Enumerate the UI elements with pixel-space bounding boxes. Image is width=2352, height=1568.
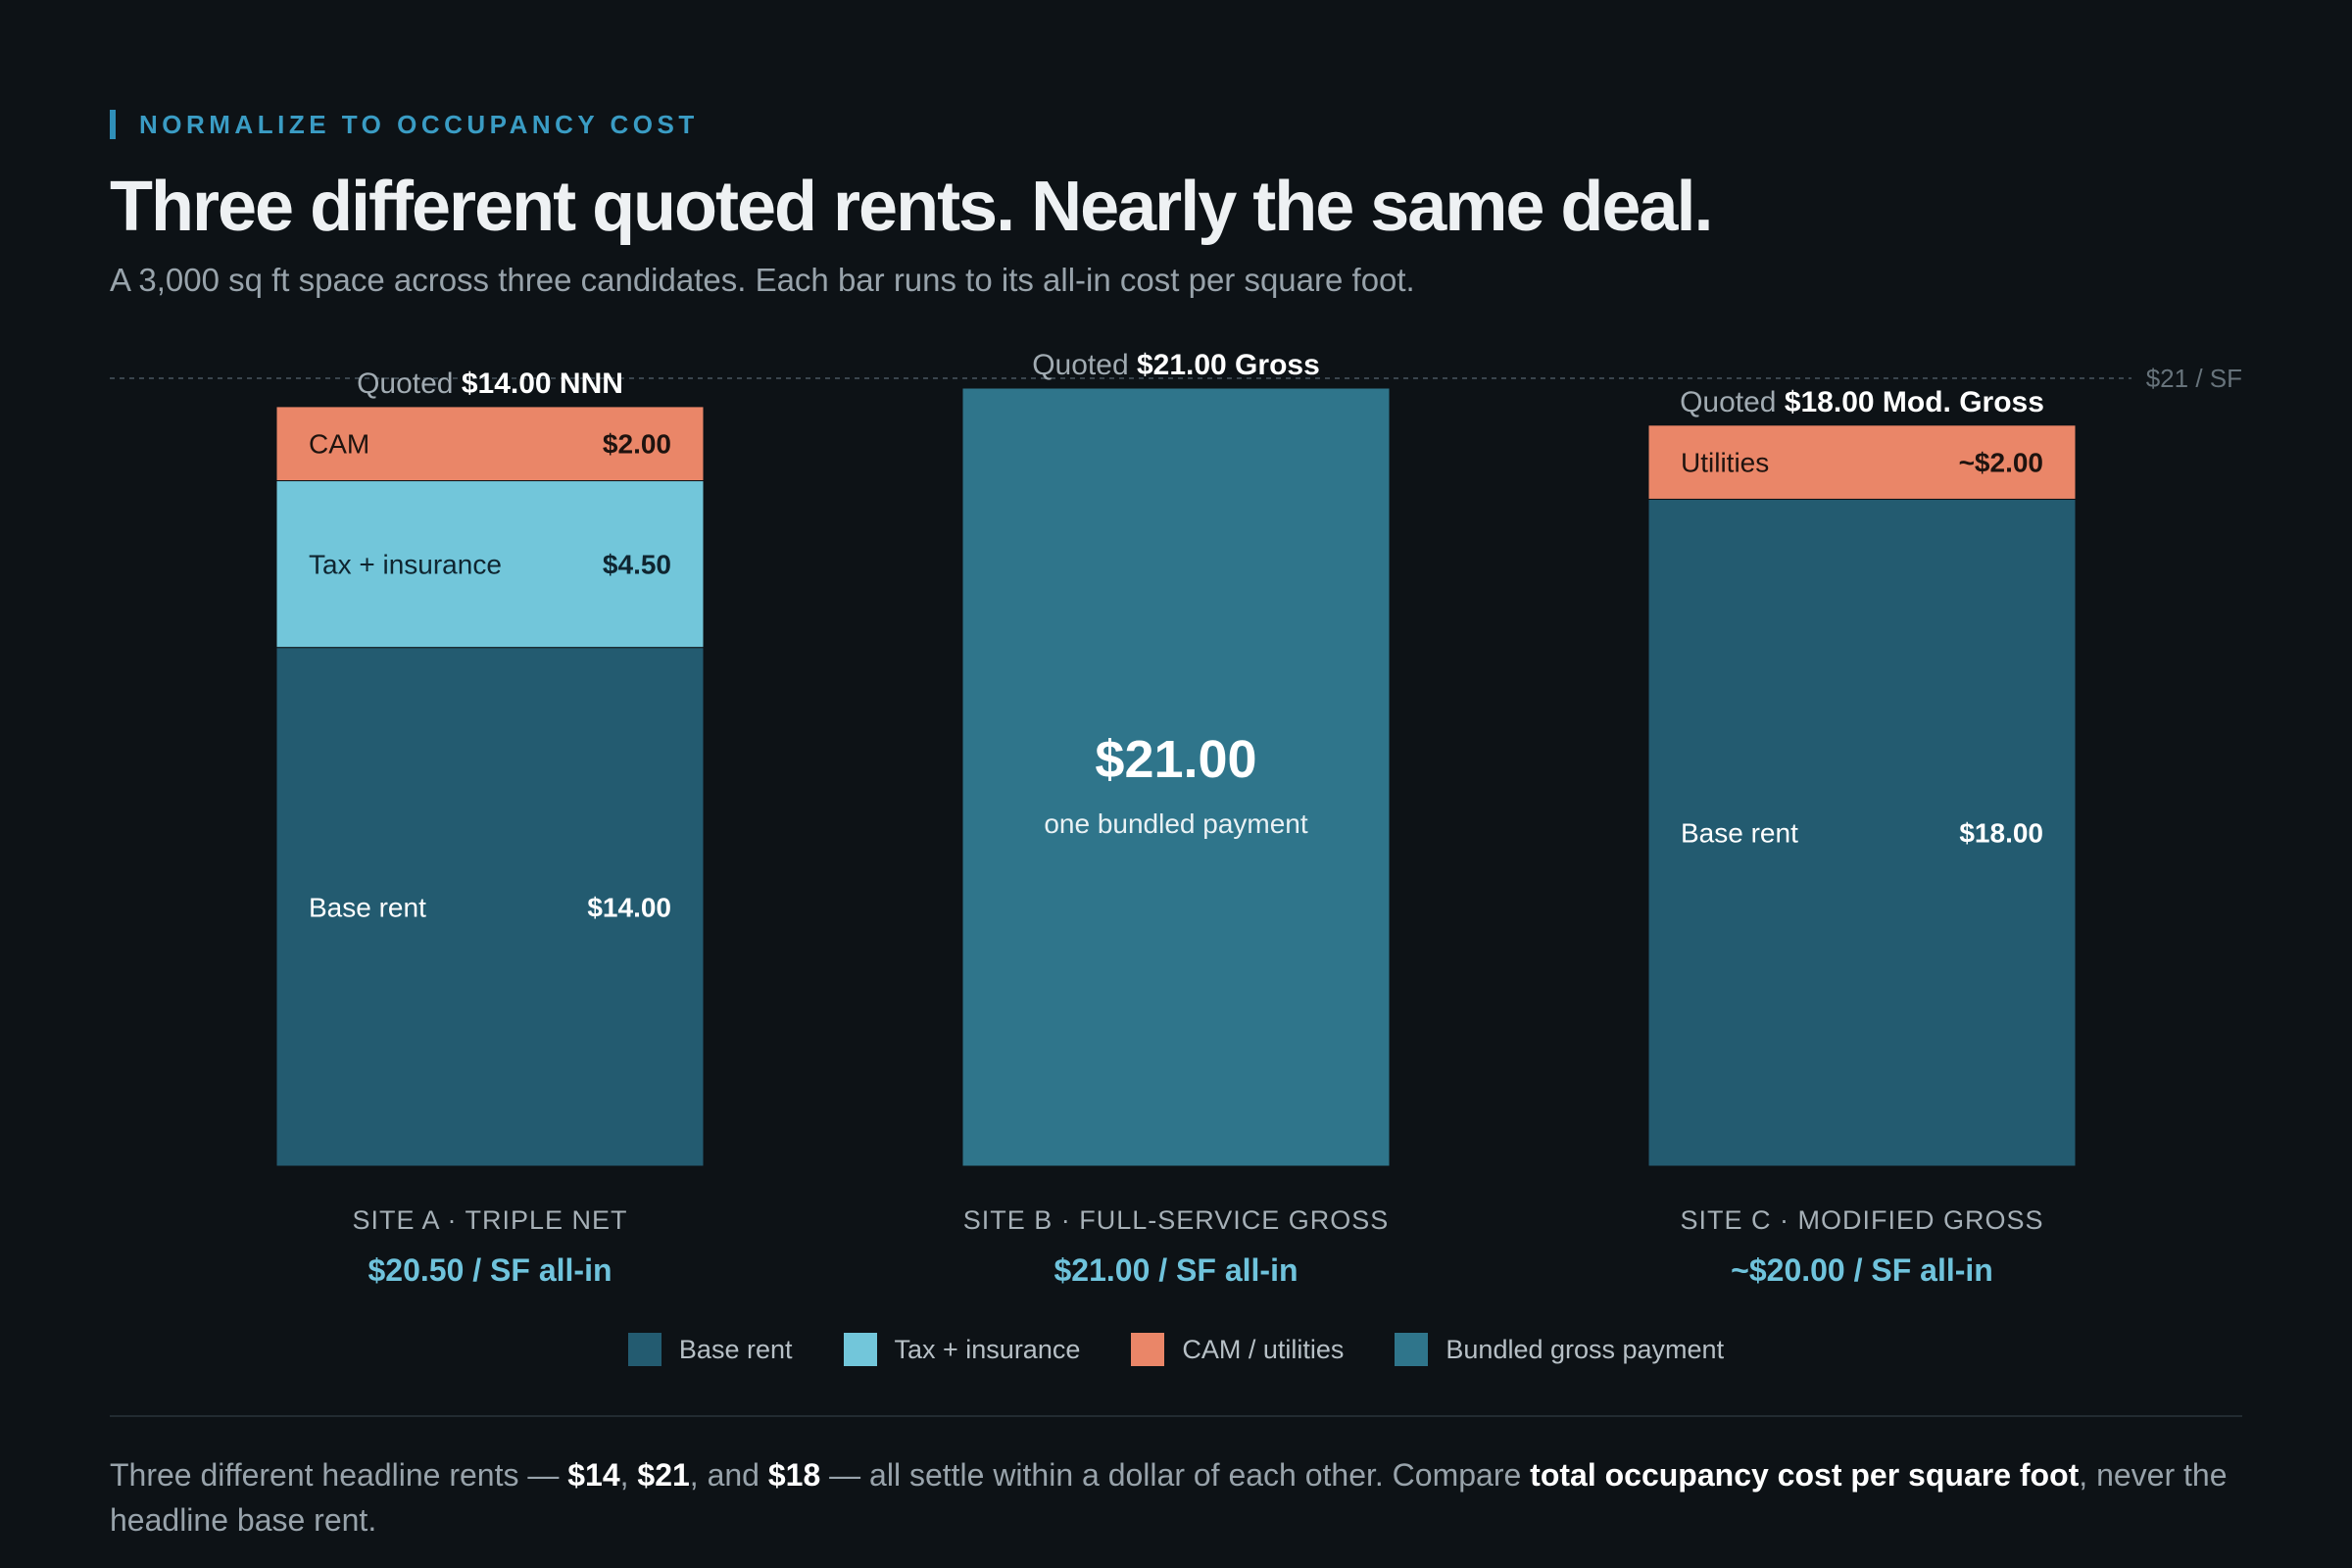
site-label: SITE C · MODIFIED GROSS	[1680, 1205, 2043, 1235]
segment-value: ~$2.00	[1959, 448, 2043, 478]
legend-label: CAM / utilities	[1182, 1334, 1345, 1364]
note-text: — all settle within a dollar of each oth…	[820, 1457, 1531, 1493]
legend-item-base-rent: Base rent	[627, 1333, 793, 1366]
reference-line-label: $21 / SF	[2146, 364, 2242, 393]
note-value: $21	[637, 1457, 690, 1493]
segment-label: Tax + insurance	[309, 550, 502, 580]
legend-swatch-bundled-gross	[1395, 1333, 1429, 1366]
page-title: Three different quoted rents. Nearly the…	[110, 168, 1713, 246]
chart-legend: Base rent Tax + insurance CAM / utilitie…	[0, 1333, 2352, 1366]
bar-total-value: $21.00	[1095, 730, 1256, 789]
bar-total-caption: one bundled payment	[1044, 808, 1308, 839]
eyebrow-label: NORMALIZE TO OCCUPANCY COST	[110, 110, 699, 139]
stacked-bar-chart: $21 / SF Base rent $14.00 Tax + insurance $4…	[110, 349, 2242, 1288]
segment-label: Base rent	[1681, 818, 1798, 849]
note-text: , and	[689, 1457, 768, 1493]
bar-segment	[275, 480, 705, 649]
legend-item-tax-insurance: Tax + insurance	[843, 1333, 1081, 1366]
quoted-rent-label: Quoted $14.00 NNN	[357, 368, 623, 400]
site-label: SITE A · TRIPLE NET	[352, 1205, 627, 1235]
all-in-cost-label: $20.50 / SF all-in	[368, 1252, 612, 1288]
segment-value: $2.00	[603, 429, 671, 460]
note-text: , never the headline base rent.	[110, 1457, 2228, 1538]
legend-item-bundled-gross: Bundled gross payment	[1395, 1333, 1724, 1366]
bar-segment	[1647, 498, 2077, 1167]
note-text: ,	[619, 1457, 638, 1493]
legend-swatch-cam-utilities	[1131, 1333, 1165, 1366]
note-text: Three different headline rents —	[110, 1457, 568, 1493]
page-subtitle: A 3,000 sq ft space across three candida…	[110, 262, 1415, 298]
site-label: SITE B · FULL-SERVICE GROSS	[963, 1205, 1390, 1235]
takeaway-note: Three different headline rents — $14, $2…	[110, 1452, 2256, 1543]
footer-divider	[110, 1415, 2242, 1417]
note-emphasis: total occupancy cost per square foot	[1530, 1457, 2080, 1493]
bar-segment	[1647, 424, 2077, 500]
segment-value: $18.00	[1959, 818, 2043, 849]
segment-label: Utilities	[1681, 448, 1769, 478]
segment-value: $14.00	[587, 892, 671, 922]
legend-swatch-base-rent	[627, 1333, 662, 1366]
legend-label: Base rent	[678, 1334, 793, 1364]
bar-segment	[275, 406, 705, 482]
legend-label: Bundled gross payment	[1446, 1334, 1725, 1364]
note-value: $18	[767, 1457, 821, 1493]
legend-swatch-tax-insurance	[843, 1333, 877, 1366]
legend-label: Tax + insurance	[894, 1334, 1081, 1364]
quoted-rent-label: Quoted $18.00 Mod. Gross	[1680, 386, 2044, 418]
bar-segment	[275, 647, 705, 1167]
all-in-cost-label: ~$20.00 / SF all-in	[1731, 1252, 1993, 1288]
legend-item-cam-utilities: CAM / utilities	[1131, 1333, 1344, 1366]
all-in-cost-label: $21.00 / SF all-in	[1054, 1252, 1298, 1288]
segment-label: Base rent	[309, 892, 426, 922]
segment-label: CAM	[309, 429, 369, 460]
quoted-rent-label: Quoted $21.00 Gross	[1032, 349, 1320, 381]
note-value: $14	[567, 1457, 620, 1493]
bar-segment	[961, 387, 1391, 1167]
segment-value: $4.50	[603, 550, 671, 580]
